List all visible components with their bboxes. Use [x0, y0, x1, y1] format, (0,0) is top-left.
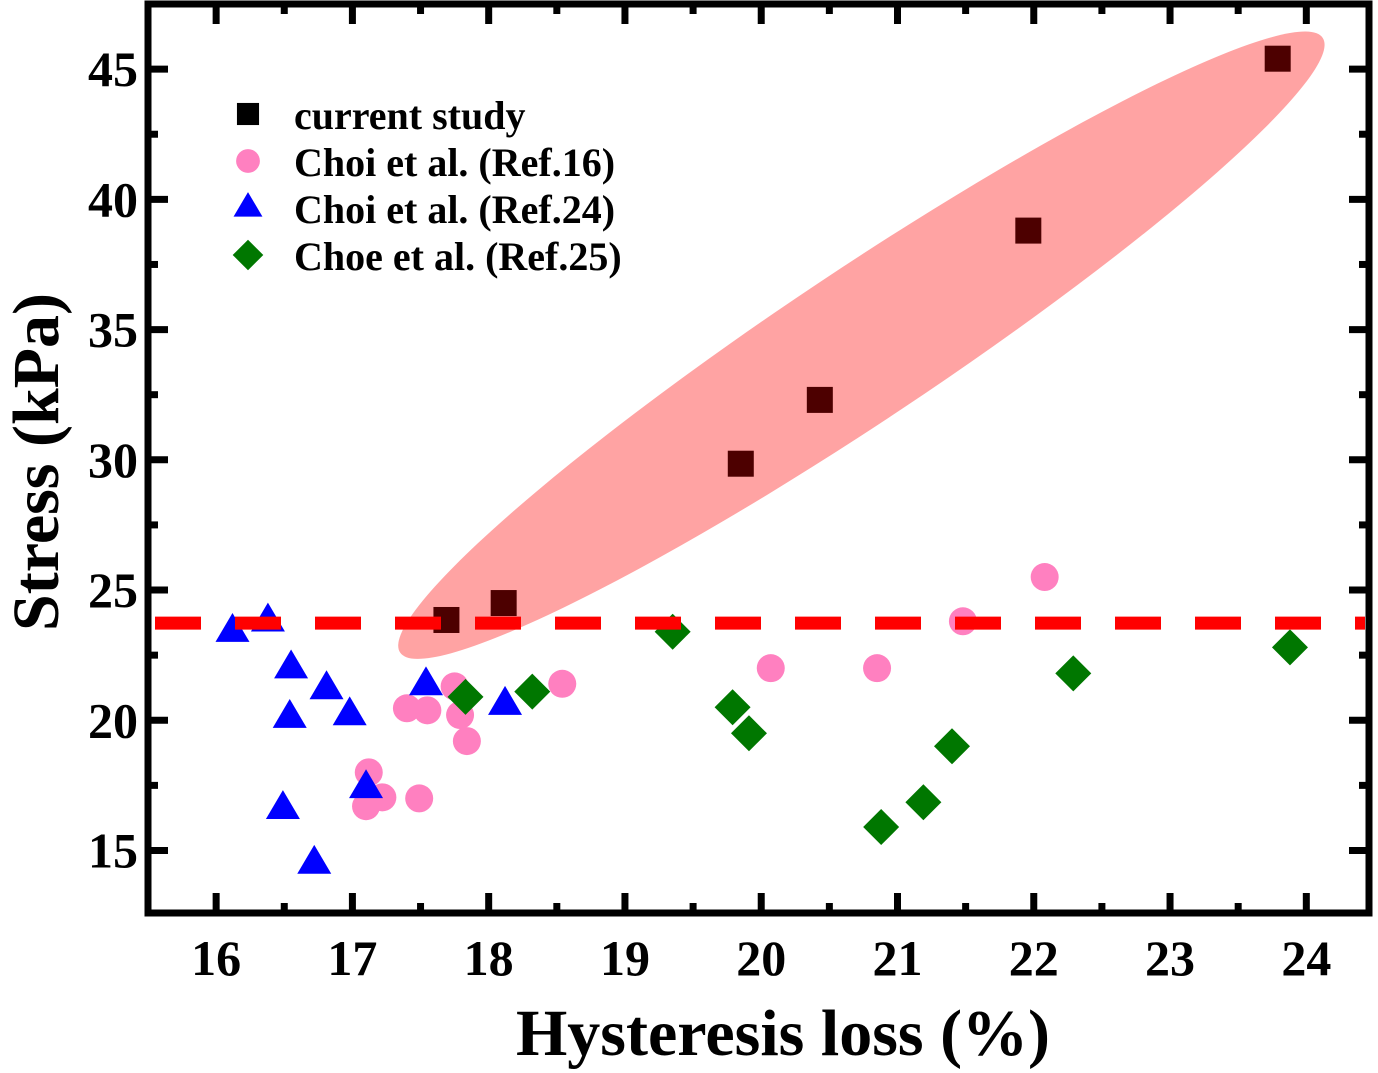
annotation-layer	[398, 31, 1325, 659]
data-point-triangle	[215, 613, 250, 642]
legend-marker-diamond	[232, 239, 264, 271]
data-point-circle	[756, 654, 785, 683]
data-point-diamond	[1271, 629, 1308, 666]
data-point-diamond	[905, 784, 942, 821]
data-point-triangle	[332, 696, 367, 726]
y-tick-label: 35	[88, 302, 138, 358]
x-tick-label: 16	[191, 930, 241, 986]
x-tick-label: 21	[872, 930, 922, 986]
data-point-diamond	[863, 809, 900, 846]
y-tick-label: 45	[88, 41, 138, 97]
data-point-diamond	[714, 689, 751, 726]
data-point-circle	[405, 784, 434, 813]
data-point-circle	[392, 694, 421, 723]
data-point-triangle	[488, 685, 523, 715]
x-tick-label: 23	[1145, 930, 1195, 986]
data-point-diamond	[730, 715, 767, 752]
legend-entry: Choi et al. (Ref.16)	[236, 140, 615, 185]
series-diamond	[447, 613, 1308, 846]
data-points	[215, 45, 1308, 874]
data-point-circle	[863, 654, 892, 683]
x-tick-label: 19	[600, 930, 650, 986]
series-square	[433, 45, 1291, 633]
data-point-circle	[413, 696, 442, 725]
data-point-diamond	[1055, 655, 1092, 692]
data-point-circle	[352, 792, 381, 821]
tick-labels: 16 17 18 19 20 21 22 23 24 15 20 25 30 35 40 45	[88, 41, 1331, 986]
data-point-triangle	[349, 769, 384, 799]
data-point-triangle	[309, 670, 344, 700]
data-point-circle	[1030, 563, 1059, 592]
data-point-diamond	[447, 678, 484, 715]
data-point-square	[1015, 217, 1042, 244]
y-tick-label: 15	[88, 822, 138, 878]
x-tick-label: 20	[736, 930, 786, 986]
data-point-square	[806, 386, 833, 413]
data-point-triangle	[297, 844, 332, 874]
legend-label: Choi et al. (Ref.16)	[294, 140, 615, 185]
legend-marker-circle	[236, 149, 260, 173]
data-point-square	[1264, 45, 1291, 72]
x-tick-label: 18	[464, 930, 514, 986]
data-point-square	[727, 450, 754, 477]
y-tick-label: 40	[88, 171, 138, 227]
data-point-triangle	[274, 649, 309, 679]
legend-label: Choi et al. (Ref.24)	[294, 187, 615, 232]
data-point-triangle	[265, 790, 300, 820]
data-point-circle	[548, 669, 577, 698]
x-tick-label: 24	[1281, 930, 1331, 986]
y-tick-label: 20	[88, 692, 138, 748]
legend-marker-triangle	[233, 192, 263, 217]
data-point-diamond	[514, 673, 551, 710]
x-tick-label: 17	[327, 930, 377, 986]
data-point-square	[490, 590, 517, 617]
x-axis-title: Hysteresis loss (%)	[516, 997, 1050, 1070]
legend-label: Choe et al. (Ref.25)	[294, 234, 622, 279]
highlight-ellipse	[398, 31, 1325, 659]
axes	[144, 0, 1373, 917]
legend-label: current study	[294, 93, 525, 138]
data-point-diamond	[934, 728, 971, 765]
legend-entry: Choi et al. (Ref.24)	[233, 187, 615, 232]
y-axis-title: Stress (kPa)	[0, 293, 73, 631]
legend-entry: current study	[236, 93, 525, 138]
data-point-triangle	[408, 666, 443, 696]
legend-marker-square	[236, 102, 260, 126]
x-tick-label: 22	[1009, 930, 1059, 986]
data-point-circle	[452, 727, 481, 756]
y-tick-label: 30	[88, 432, 138, 488]
y-tick-label: 25	[88, 562, 138, 618]
data-point-triangle	[272, 698, 307, 728]
legend-entry: Choe et al. (Ref.25)	[232, 234, 622, 279]
